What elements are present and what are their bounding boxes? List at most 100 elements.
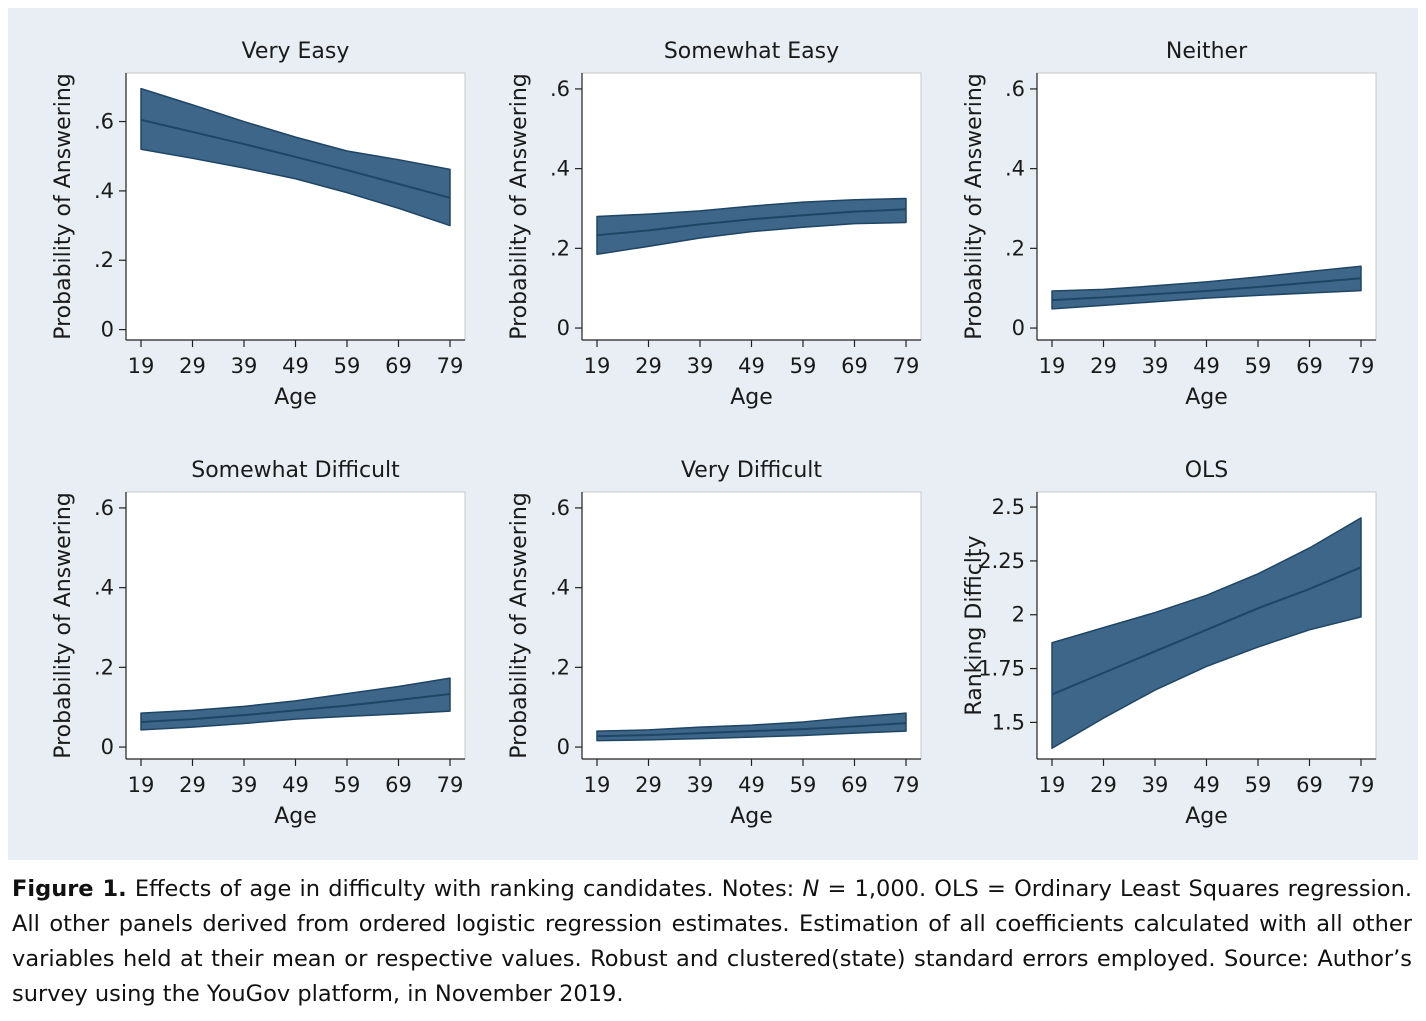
x-tick-label: 79 xyxy=(1348,773,1375,797)
figure-panel: 0 .2 .4 .6 19 29 39 49 59 69 79 Very Easy Age Probabi… xyxy=(8,8,1418,860)
caption-label: Figure 1. xyxy=(12,876,127,902)
x-tick-label: 79 xyxy=(893,354,920,378)
y-axis-label: Probability of Answering xyxy=(51,492,76,759)
estimate-line xyxy=(1051,277,1362,302)
y-tick-label: .6 xyxy=(94,110,114,134)
x-tick-label: 69 xyxy=(385,773,412,797)
y-tick-label: .4 xyxy=(94,576,114,600)
y-tick-label: .4 xyxy=(94,179,114,203)
chart-panel-1: 0 .2 .4 .6 19 29 39 49 59 69 79 Very Easy Age Probabi… xyxy=(51,39,466,410)
x-tick-label: 39 xyxy=(687,354,714,378)
x-tick-label: 29 xyxy=(1090,773,1117,797)
x-tick-label: 59 xyxy=(790,773,817,797)
y-tick-label: 0 xyxy=(557,316,570,340)
x-tick-label: 19 xyxy=(128,773,155,797)
estimate-line xyxy=(596,208,907,237)
x-tick-label: 59 xyxy=(334,354,361,378)
chart-panel-3: 0 .2 .4 .6 19 29 39 49 59 69 79 Neither Age Probabili… xyxy=(962,39,1377,410)
y-tick-label: .2 xyxy=(1005,236,1025,260)
y-tick-label: .2 xyxy=(94,248,114,272)
x-axis-label: Age xyxy=(730,385,773,410)
x-tick-label: 49 xyxy=(282,773,309,797)
panel-title: Very Easy xyxy=(242,39,350,64)
x-tick-label: 29 xyxy=(635,773,662,797)
chart-panel-5: 0 .2 .4 .6 19 29 39 49 59 69 79 Very Difficult Age Pr… xyxy=(507,458,922,829)
x-tick-label: 49 xyxy=(1193,354,1220,378)
x-tick-label: 79 xyxy=(437,773,464,797)
y-axis-label: Probability of Answering xyxy=(507,73,532,340)
y-tick-label: 2.5 xyxy=(992,495,1025,519)
x-tick-label: 39 xyxy=(1142,354,1169,378)
figure-caption: Figure 1. Effects of age in difficulty w… xyxy=(12,872,1412,1012)
estimate-line xyxy=(596,722,907,738)
y-tick-label: .6 xyxy=(1005,77,1025,101)
y-tick-label: 0 xyxy=(101,318,114,342)
y-tick-label: .2 xyxy=(550,236,570,260)
panel-title: Somewhat Difficult xyxy=(191,458,400,483)
panel-title: Neither xyxy=(1166,39,1248,64)
x-axis-label: Age xyxy=(274,385,317,410)
x-tick-label: 39 xyxy=(687,773,714,797)
x-tick-label: 79 xyxy=(1348,354,1375,378)
x-tick-label: 49 xyxy=(738,354,765,378)
x-tick-label: 59 xyxy=(1245,773,1272,797)
x-tick-label: 79 xyxy=(437,354,464,378)
y-tick-label: .2 xyxy=(94,655,114,679)
y-tick-label: .6 xyxy=(550,496,570,520)
caption-text-1: Effects of age in difficulty with rankin… xyxy=(126,876,803,902)
x-tick-label: 49 xyxy=(1193,773,1220,797)
plot-area xyxy=(581,491,922,760)
x-tick-label: 19 xyxy=(584,773,611,797)
panel-title: OLS xyxy=(1185,458,1229,483)
y-axis-label: Probability of Answering xyxy=(507,492,532,759)
y-tick-label: 2 xyxy=(1012,603,1025,627)
chart-panel-2: 0 .2 .4 .6 19 29 39 49 59 69 79 Somewhat Easy Age Pro… xyxy=(507,39,922,410)
y-tick-label: 2.25 xyxy=(978,549,1025,573)
confidence-band xyxy=(1051,265,1362,310)
x-tick-label: 49 xyxy=(738,773,765,797)
x-tick-label: 19 xyxy=(584,354,611,378)
estimate-line xyxy=(140,118,451,199)
x-tick-label: 19 xyxy=(1039,354,1066,378)
x-tick-label: 39 xyxy=(231,773,258,797)
y-tick-label: 1.75 xyxy=(978,657,1025,681)
x-tick-label: 59 xyxy=(334,773,361,797)
estimate-line xyxy=(1051,566,1362,696)
x-tick-label: 69 xyxy=(385,354,412,378)
x-tick-label: 69 xyxy=(841,354,868,378)
caption-n-symbol: N xyxy=(802,876,820,902)
x-tick-label: 29 xyxy=(179,773,206,797)
x-tick-label: 19 xyxy=(128,354,155,378)
panel-title: Somewhat Easy xyxy=(664,39,839,64)
x-tick-label: 79 xyxy=(893,773,920,797)
x-tick-label: 39 xyxy=(231,354,258,378)
panel-title: Very Difficult xyxy=(681,458,822,483)
chart-panel-4: 0 .2 .4 .6 19 29 39 49 59 69 79 Somewhat Difficult A… xyxy=(51,458,466,829)
figure-svg: 0 .2 .4 .6 19 29 39 49 59 69 79 Very Easy Age Probabi… xyxy=(51,39,1377,829)
x-tick-label: 49 xyxy=(282,354,309,378)
y-tick-label: .4 xyxy=(550,576,570,600)
y-tick-label: .6 xyxy=(94,496,114,520)
y-tick-label: .2 xyxy=(550,655,570,679)
y-axis-label: Probability of Answering xyxy=(962,73,987,340)
x-tick-label: 39 xyxy=(1142,773,1169,797)
x-tick-label: 19 xyxy=(1039,773,1066,797)
x-axis-label: Age xyxy=(274,804,317,829)
x-axis-label: Age xyxy=(730,804,773,829)
y-tick-label: 0 xyxy=(101,735,114,759)
confidence-band xyxy=(1051,517,1362,749)
x-tick-label: 69 xyxy=(841,773,868,797)
y-tick-label: 0 xyxy=(1012,316,1025,340)
x-tick-label: 59 xyxy=(790,354,817,378)
y-tick-label: .4 xyxy=(1005,157,1025,181)
chart-panel-6: 1.5 1.75 2 2.25 2.5 19 29 39 49 59 69 79 OLS Age Ranki… xyxy=(962,458,1377,829)
y-axis-label: Ranking Difficlty xyxy=(962,535,987,715)
estimate-line xyxy=(140,693,451,723)
y-axis-label: Probability of Answering xyxy=(51,73,76,340)
x-tick-label: 59 xyxy=(1245,354,1272,378)
y-tick-label: .4 xyxy=(550,157,570,181)
x-tick-label: 69 xyxy=(1296,354,1323,378)
y-tick-label: .6 xyxy=(550,77,570,101)
y-tick-label: 0 xyxy=(557,735,570,759)
x-tick-label: 29 xyxy=(635,354,662,378)
